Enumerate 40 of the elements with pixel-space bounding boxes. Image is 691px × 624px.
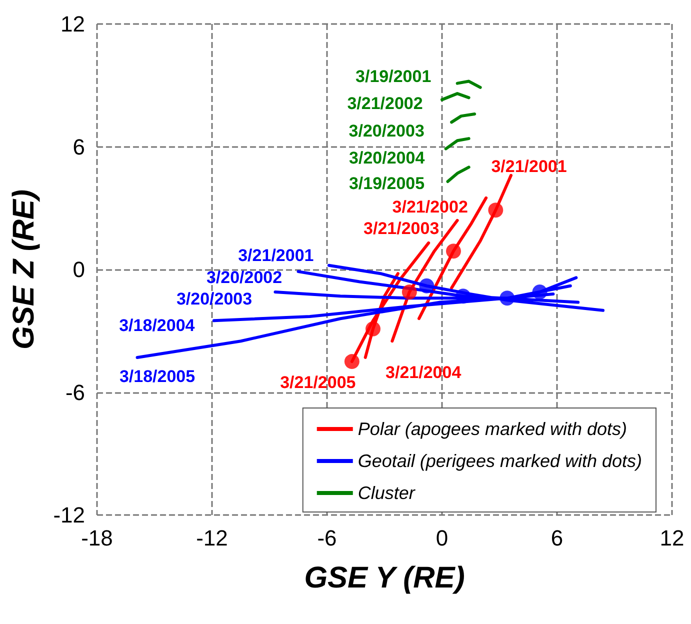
annotation: 3/19/2005: [348, 174, 425, 194]
x-axis-title: GSE Y (RE): [304, 562, 465, 594]
annotation: 3/21/2004: [386, 362, 462, 382]
annotation: 3/20/2004: [349, 148, 426, 168]
point: [500, 290, 515, 306]
annotation: 3/21/2001: [238, 246, 314, 265]
annotation: 3/18/2004: [119, 316, 196, 336]
y-tick-label: -12: [53, 502, 85, 528]
y-tick-label: 0: [72, 257, 85, 282]
y-tick-label: 6: [72, 134, 85, 160]
point: [456, 288, 471, 304]
annotation: 3/18/2005: [119, 366, 196, 386]
annotation: 3/21/2005: [280, 373, 356, 392]
point: [344, 354, 360, 370]
x-tick-label: 0: [436, 526, 448, 550]
legend-label: Cluster: [358, 483, 416, 503]
annotation: 3/21/2002: [347, 94, 423, 114]
y-axis-title: GSE Z (RE): [8, 189, 40, 350]
legend-label: Geotail (perigees marked with dots): [358, 451, 642, 471]
point: [366, 321, 380, 336]
annotation: 3/21/2003: [364, 218, 440, 238]
annotation: 3/20/2003: [176, 290, 252, 309]
annotation: 3/19/2001: [356, 66, 432, 86]
legend-label: Polar (apogees marked with dots): [358, 419, 628, 439]
annotation: 3/21/2001: [491, 156, 567, 176]
annotation: 3/20/2003: [348, 122, 424, 141]
annotation: 3/20/2002: [206, 268, 282, 288]
y-tick-label: -6: [65, 380, 85, 405]
point: [402, 284, 417, 300]
x-tick-label: 12: [660, 526, 684, 550]
point: [532, 284, 548, 300]
annotation: 3/21/2002: [392, 197, 468, 216]
x-tick-label: -6: [317, 526, 337, 550]
y-tick-label: 12: [60, 12, 85, 36]
point: [446, 244, 461, 259]
point: [419, 278, 434, 294]
x-tick-label: 6: [550, 526, 564, 550]
x-tick-label: -12: [196, 526, 228, 550]
point: [488, 202, 504, 218]
x-tick-label: -18: [81, 526, 113, 550]
